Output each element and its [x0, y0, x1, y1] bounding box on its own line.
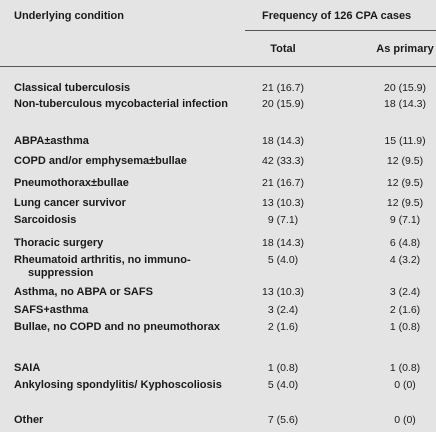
primary-cell: 2 (1.6) [389, 304, 421, 316]
total-cell: 5 (4.0) [267, 379, 299, 391]
condition-cell: Other [14, 414, 44, 426]
primary-cell: 3 (2.4) [389, 286, 421, 298]
condition-cell: Ankylosing spondylitis/ Kyphoscoliosis [14, 379, 222, 391]
condition-cell: Non-tuberculous mycobacterial infection [14, 98, 228, 110]
total-cell: 2 (1.6) [267, 321, 299, 333]
column-header: As primary [376, 43, 434, 55]
total-cell: 21 (16.7) [261, 82, 305, 94]
primary-cell: 6 (4.8) [389, 237, 421, 249]
condition-cell: Lung cancer survivor [14, 197, 126, 209]
total-cell: 7 (5.6) [267, 414, 299, 426]
total-cell: 13 (10.3) [261, 286, 305, 298]
primary-cell: 1 (0.8) [389, 321, 421, 333]
rule [245, 30, 436, 31]
condition-cell: Rheumatoid arthritis, no immuno-suppress… [14, 254, 191, 279]
primary-cell: 1 (0.8) [389, 362, 421, 374]
total-cell: 13 (10.3) [261, 197, 305, 209]
condition-cell: Pneumothorax±bullae [14, 177, 129, 189]
rule [0, 66, 436, 67]
primary-cell: 12 (9.5) [386, 155, 424, 167]
primary-cell: 15 (11.9) [384, 135, 426, 147]
total-cell: 3 (2.4) [267, 304, 299, 316]
primary-cell: 0 (0) [394, 379, 416, 391]
condition-cell: SAIA [14, 362, 41, 374]
total-cell: 20 (15.9) [261, 98, 305, 110]
condition-cell: COPD and/or emphysema±bullae [14, 155, 187, 167]
total-cell: 18 (14.3) [261, 237, 305, 249]
primary-cell: 12 (9.5) [386, 197, 424, 209]
primary-cell: 12 (9.5) [386, 177, 424, 189]
primary-cell: 18 (14.3) [383, 98, 427, 110]
group-header: Frequency of 126 CPA cases [262, 10, 412, 22]
condition-cell: Asthma, no ABPA or SAFS [14, 286, 153, 298]
primary-cell: 20 (15.9) [383, 82, 427, 94]
total-cell: 9 (7.1) [267, 214, 299, 226]
condition-cell: ABPA±asthma [14, 135, 89, 147]
total-cell: 21 (16.7) [261, 177, 305, 189]
primary-cell: 0 (0) [394, 414, 416, 426]
condition-cell: Classical tuberculosis [14, 82, 131, 94]
total-cell: 1 (0.8) [267, 362, 299, 374]
condition-cell: SAFS+asthma [14, 304, 89, 316]
primary-cell: 4 (3.2) [389, 254, 421, 266]
condition-cell: Bullae, no COPD and no pneumothorax [14, 321, 220, 333]
total-cell: 42 (33.3) [261, 155, 305, 167]
column-header: Total [270, 43, 296, 55]
total-cell: 5 (4.0) [267, 254, 299, 266]
primary-cell: 9 (7.1) [389, 214, 421, 226]
total-cell: 18 (14.3) [261, 135, 305, 147]
column-header: Underlying condition [14, 10, 124, 22]
condition-cell: Thoracic surgery [14, 237, 104, 249]
condition-cell: Sarcoidosis [14, 214, 77, 226]
